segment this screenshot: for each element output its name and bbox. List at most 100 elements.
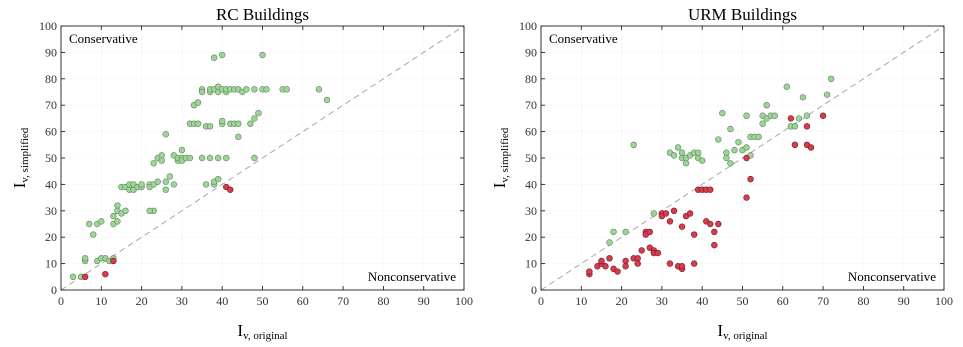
nonconservative-point	[678, 223, 686, 230]
conservative-point	[771, 112, 778, 119]
conservative-point	[138, 181, 145, 188]
conservative-region-label: Conservative	[549, 31, 618, 46]
conservative-point	[743, 144, 750, 151]
conservative-point	[723, 154, 730, 162]
nonconservative-point	[787, 115, 795, 122]
conservative-point	[186, 154, 194, 162]
x-tick-label: 10	[575, 294, 587, 308]
y-tick-label: 80	[45, 72, 57, 86]
x-tick-label: 30	[176, 294, 188, 308]
conservative-point	[198, 88, 206, 96]
x-tick-label: 20	[616, 294, 628, 308]
y-tick-label: 100	[519, 19, 537, 33]
conservative-point	[670, 152, 678, 159]
nonconservative-point	[102, 270, 109, 278]
y-axis-label-subscript: v, simplified	[19, 127, 31, 182]
y-tick-label: 20	[45, 230, 57, 244]
rc-x-axis-label: Iv, original	[237, 321, 287, 342]
nonconservative-point	[602, 263, 609, 270]
conservative-point	[251, 154, 258, 162]
x-tick-label: 10	[95, 294, 107, 308]
plot-frame	[540, 25, 945, 291]
conservative-point	[315, 86, 323, 93]
conservative-point	[715, 136, 722, 143]
conservative-point	[150, 160, 157, 167]
conservative-point	[162, 186, 169, 193]
conservative-point	[86, 220, 93, 228]
conservative-point	[158, 157, 165, 164]
conservative-point	[206, 123, 214, 130]
x-tick-label: 0	[58, 294, 64, 308]
conservative-point	[194, 99, 202, 106]
nonconservative-point	[747, 175, 754, 183]
y-tick-label: 70	[525, 98, 537, 112]
nonconservative-point	[807, 144, 815, 151]
rc-buildings-plot: 0 10 20 30 40 50 60 70 80 90 100 0 10 20 30 40 50 60 70 80 9…	[10, 5, 473, 342]
conservative-point	[674, 144, 682, 151]
nonconservative-point	[662, 210, 670, 217]
conservative-point	[251, 86, 258, 93]
nonconservative-point	[654, 249, 662, 257]
y-tick-label: 60	[525, 125, 537, 139]
conservative-point	[198, 154, 206, 162]
x-axis-label-subscript: v, original	[243, 330, 288, 342]
nonconservative-point	[634, 255, 641, 262]
y-tick-label: 10	[45, 257, 57, 271]
y-tick-label: 50	[525, 151, 537, 165]
conservative-point	[795, 115, 803, 122]
nonconservative-point	[690, 231, 698, 238]
nonconservative-point	[110, 257, 117, 265]
conservative-point	[255, 109, 262, 117]
y-tick-label: 40	[525, 177, 537, 191]
y-axis-label-main: I	[10, 182, 29, 188]
x-tick-label: 20	[136, 294, 148, 308]
x-axis-label-main: I	[717, 321, 723, 340]
conservative-point	[259, 51, 266, 59]
conservative-point	[202, 181, 210, 188]
rc-chart-title: RC Buildings	[216, 5, 309, 24]
conservative-point	[791, 123, 799, 130]
y-tick-label: 90	[45, 45, 57, 59]
conservative-point	[158, 152, 165, 159]
conservative-point	[214, 175, 222, 183]
nonconservative-point	[707, 220, 714, 228]
conservative-point	[210, 54, 218, 61]
nonconservative-point	[646, 228, 654, 236]
nonconservative-point	[791, 141, 799, 149]
conservative-point	[235, 120, 242, 127]
conservative-point	[251, 115, 258, 122]
nonconservative-point	[666, 260, 674, 267]
y-tick-label: 0	[531, 283, 537, 297]
nonconservative-point	[606, 255, 613, 262]
conservative-point	[206, 154, 214, 162]
x-tick-label: 60	[297, 294, 309, 308]
x-tick-label: 40	[216, 294, 228, 308]
diagonal-reference-line	[540, 25, 945, 291]
conservative-point	[694, 149, 702, 156]
conservative-point	[98, 218, 105, 225]
conservative-point	[243, 86, 250, 93]
x-axis-label-subscript: v, original	[723, 330, 768, 342]
x-tick-label: 100	[935, 294, 953, 308]
conservative-point	[247, 120, 254, 127]
conservative-point	[763, 101, 770, 109]
conservative-point	[783, 83, 791, 90]
conservative-point	[731, 146, 738, 154]
conservative-point	[727, 125, 734, 133]
conservative-point	[219, 117, 226, 125]
conservative-point	[610, 228, 617, 236]
x-axis-label-main: I	[237, 321, 243, 340]
urm-buildings-plot: 0 10 20 30 40 50 60 70 80 90 100 0 10 20 30 40 50 60 70 80 9…	[490, 5, 953, 342]
nonconservative-point	[634, 260, 641, 267]
x-tick-label: 70	[817, 294, 829, 308]
conservative-point	[823, 91, 831, 98]
x-tick-label: 70	[337, 294, 349, 308]
conservative-point	[69, 273, 77, 280]
conservative-point	[194, 120, 202, 127]
nonconservative-point	[670, 207, 678, 215]
conservative-point	[755, 133, 762, 141]
conservative-point	[166, 173, 174, 180]
y-tick-label: 60	[45, 125, 57, 139]
x-tick-label: 50	[737, 294, 749, 308]
